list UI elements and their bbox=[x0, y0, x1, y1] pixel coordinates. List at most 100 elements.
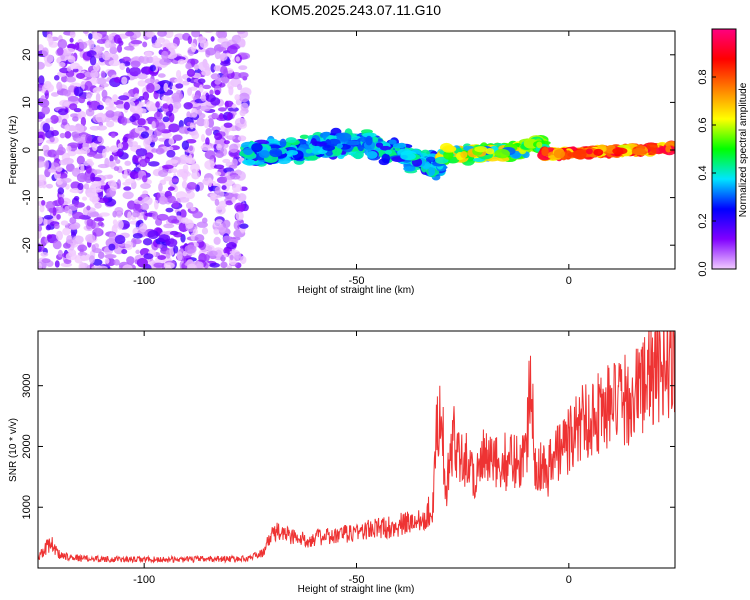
heatmap-cell bbox=[206, 250, 218, 257]
heatmap-cell bbox=[220, 61, 231, 67]
heatmap-cell bbox=[91, 181, 102, 186]
heatmap-cell bbox=[91, 188, 103, 193]
heatmap-cell bbox=[307, 155, 318, 161]
heatmap-cell bbox=[631, 148, 646, 155]
heatmap-cell bbox=[185, 157, 196, 165]
heatmap-cell bbox=[215, 31, 228, 38]
heatmap-cell bbox=[593, 148, 604, 156]
heatmap-cell bbox=[186, 263, 197, 269]
heatmap-cell bbox=[86, 91, 93, 97]
heatmap-cell bbox=[67, 151, 77, 157]
heatmap-cell bbox=[536, 141, 543, 149]
snr-y-tick-label: 1000 bbox=[21, 495, 33, 519]
heatmap-cell bbox=[76, 155, 85, 165]
spectrogram-y-tick-label: -10 bbox=[21, 190, 33, 206]
heatmap-cell bbox=[238, 72, 249, 79]
heatmap-cell bbox=[238, 92, 250, 103]
heatmap-cell bbox=[202, 84, 212, 90]
heatmap-cell bbox=[131, 113, 141, 121]
heatmap-cell bbox=[191, 171, 200, 180]
heatmap-cell bbox=[474, 146, 488, 153]
heatmap-cell bbox=[205, 137, 210, 146]
heatmap-cell bbox=[229, 143, 239, 153]
heatmap-cell bbox=[182, 172, 188, 182]
heatmap-cell bbox=[384, 149, 392, 155]
heatmap-cell bbox=[69, 103, 78, 111]
heatmap-cell bbox=[66, 43, 77, 50]
heatmap-cell bbox=[104, 254, 117, 259]
heatmap-cell bbox=[222, 176, 228, 183]
heatmap-cell bbox=[205, 244, 215, 251]
heatmap-cell bbox=[129, 66, 141, 77]
heatmap-cell bbox=[151, 121, 156, 130]
heatmap-cell bbox=[158, 196, 168, 205]
heatmap-cell bbox=[158, 31, 165, 36]
heatmap-cell bbox=[191, 31, 201, 38]
heatmap-cell bbox=[226, 265, 233, 269]
heatmap-cell bbox=[83, 160, 95, 167]
heatmap-cell bbox=[213, 65, 221, 72]
heatmap-cell bbox=[378, 158, 390, 166]
heatmap-cell bbox=[69, 217, 77, 224]
heatmap-cell bbox=[116, 211, 123, 218]
heatmap-cell bbox=[240, 186, 248, 192]
heatmap-cell bbox=[161, 95, 171, 102]
heatmap-cell bbox=[41, 47, 49, 57]
heatmap-cell bbox=[442, 145, 457, 153]
heatmap-cell bbox=[72, 235, 84, 245]
heatmap-cell bbox=[112, 94, 119, 103]
heatmap-cell bbox=[244, 159, 256, 166]
heatmap-cell bbox=[194, 234, 205, 243]
heatmap-cell bbox=[86, 192, 95, 198]
heatmap-cell bbox=[80, 134, 88, 143]
heatmap-cell bbox=[38, 61, 45, 70]
heatmap-cell bbox=[74, 123, 85, 134]
heatmap-cell bbox=[142, 238, 153, 246]
heatmap-cell bbox=[209, 89, 214, 96]
heatmap-cell bbox=[243, 147, 254, 156]
heatmap-cell bbox=[123, 186, 132, 191]
heatmap-cell bbox=[239, 255, 247, 265]
heatmap-cell bbox=[110, 132, 116, 139]
heatmap-cell bbox=[204, 159, 216, 170]
heatmap-cell bbox=[46, 33, 53, 42]
heatmap-cell bbox=[62, 242, 71, 249]
heatmap-cell bbox=[81, 196, 88, 201]
heatmap-cell bbox=[167, 186, 175, 191]
heatmap-cell bbox=[53, 149, 65, 156]
heatmap-cell bbox=[380, 145, 391, 151]
heatmap-cell bbox=[210, 73, 221, 80]
heatmap-cell bbox=[190, 207, 196, 212]
snr-x-tick-label: -100 bbox=[133, 574, 155, 586]
heatmap-cell bbox=[38, 243, 42, 252]
heatmap-cell bbox=[179, 209, 187, 219]
heatmap-cell bbox=[97, 197, 109, 204]
heatmap-cell bbox=[78, 96, 86, 104]
heatmap-cell bbox=[96, 227, 102, 236]
heatmap-cell bbox=[225, 200, 234, 206]
heatmap-cell bbox=[226, 112, 232, 121]
heatmap-cell bbox=[185, 62, 192, 70]
heatmap-cell bbox=[200, 134, 206, 143]
heatmap-cell bbox=[56, 81, 63, 91]
heatmap-cell bbox=[222, 158, 231, 164]
heatmap-cell bbox=[187, 35, 193, 45]
heatmap-cell bbox=[144, 51, 153, 58]
heatmap-cell bbox=[186, 127, 196, 132]
heatmap-cell bbox=[48, 207, 54, 214]
snr-x-tick-label: 0 bbox=[566, 574, 572, 586]
heatmap-cell bbox=[129, 171, 140, 179]
heatmap-cell bbox=[78, 41, 88, 50]
heatmap-cell bbox=[172, 134, 183, 141]
heatmap-cell bbox=[157, 73, 166, 78]
snr-x-tick-label: -50 bbox=[349, 574, 365, 586]
spectrogram-y-tick-label: 20 bbox=[21, 49, 33, 61]
heatmap-cell bbox=[216, 143, 222, 151]
heatmap-cell bbox=[115, 159, 121, 164]
heatmap-cell bbox=[114, 234, 126, 245]
heatmap-cell bbox=[279, 138, 287, 148]
figure-title: KOM5.2025.243.07.11.G10 bbox=[271, 2, 441, 18]
heatmap-cell bbox=[77, 244, 88, 252]
heatmap-cell bbox=[78, 261, 85, 269]
